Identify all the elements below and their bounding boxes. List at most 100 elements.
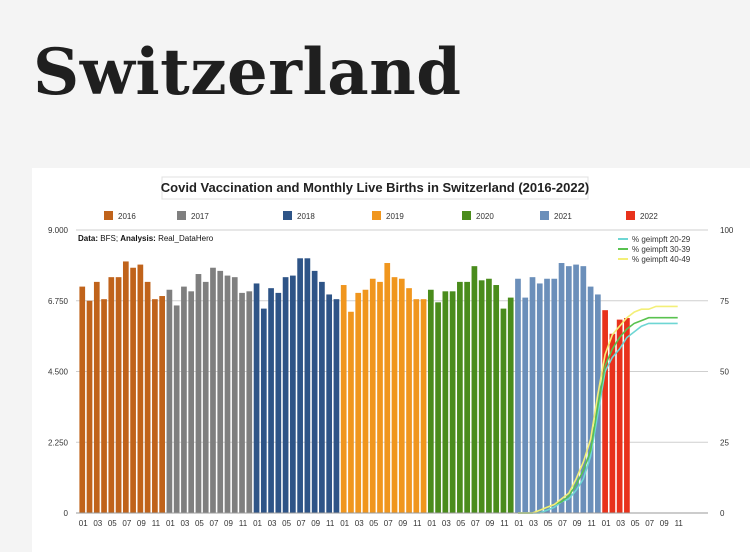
bar-2016 <box>108 277 115 513</box>
x-tick-label: 03 <box>93 519 102 528</box>
x-tick-label: 11 <box>152 519 161 528</box>
legend-label-2022: 2022 <box>640 212 658 221</box>
bar-2022 <box>624 318 630 513</box>
legend-label-2019: 2019 <box>386 212 404 221</box>
bar-2019 <box>340 285 347 513</box>
x-tick-label: 03 <box>616 519 625 528</box>
bar-2019 <box>369 278 376 513</box>
bar-2018 <box>297 258 303 513</box>
bar-2019 <box>413 299 420 513</box>
x-tick-label: 01 <box>602 519 611 528</box>
x-tick-label: 01 <box>166 519 175 528</box>
bar-2016 <box>144 281 151 513</box>
x-tick-label: 07 <box>297 519 306 528</box>
x-tick-label: 11 <box>326 519 335 528</box>
x-tick-label: 01 <box>515 519 524 528</box>
bar-2017 <box>246 291 253 513</box>
bar-2020 <box>471 266 478 513</box>
legend-swatch-2020 <box>462 211 471 220</box>
x-tick-label: 05 <box>282 519 291 528</box>
bar-2020 <box>464 281 470 513</box>
bar-2019 <box>355 292 362 513</box>
bar-2017 <box>195 274 202 513</box>
bar-2020 <box>442 291 449 513</box>
bar-2022 <box>616 319 623 513</box>
chart-panel: Covid Vaccination and Monthly Live Birth… <box>32 168 750 552</box>
bar-2021 <box>558 263 565 513</box>
bar-2020 <box>493 285 500 513</box>
vaccination-lines <box>518 305 678 514</box>
bar-2022 <box>602 310 608 513</box>
bar-2019 <box>348 311 354 513</box>
legend-label-2017: 2017 <box>191 212 209 221</box>
bar-2016 <box>79 286 86 513</box>
bar-2021 <box>565 266 572 513</box>
bar-2017 <box>224 275 231 513</box>
legend-swatch-2022 <box>626 211 635 220</box>
bar-2017 <box>210 267 216 513</box>
x-tick-label: 03 <box>529 519 538 528</box>
bar-2018 <box>260 308 267 513</box>
bar-2019 <box>362 289 369 513</box>
bars <box>79 258 630 513</box>
bar-2020 <box>486 278 492 513</box>
y-right-tick-label: 50 <box>720 368 729 377</box>
legend-label-2018: 2018 <box>297 212 315 221</box>
bar-2018 <box>290 275 296 513</box>
legend-swatch-2018 <box>283 211 292 220</box>
bar-2016 <box>122 261 129 513</box>
x-tick-label: 11 <box>500 519 509 528</box>
x-tick-label: 07 <box>645 519 654 528</box>
line-legend-label: % geimpft 20-29 <box>632 235 691 244</box>
legend-label-2020: 2020 <box>476 212 494 221</box>
x-tick-label: 07 <box>122 519 131 528</box>
bar-2018 <box>275 292 282 513</box>
x-tick-label: 11 <box>413 519 422 528</box>
bar-2020 <box>500 308 507 513</box>
x-tick-label: 09 <box>398 519 407 528</box>
bar-2017 <box>231 277 238 513</box>
bar-2019 <box>420 299 427 513</box>
bar-2021 <box>580 266 587 513</box>
bar-2022 <box>609 333 616 513</box>
bar-2018 <box>326 294 333 513</box>
x-tick-label: 03 <box>442 519 451 528</box>
line-legend-label: % geimpft 30-39 <box>632 245 691 254</box>
bar-2018 <box>268 288 274 513</box>
bar-2017 <box>188 291 195 513</box>
x-tick-label: 11 <box>675 519 684 528</box>
legend-swatch-2019 <box>372 211 381 220</box>
bar-2021 <box>529 277 536 513</box>
x-tick-label: 05 <box>631 519 640 528</box>
y-left-tick-label: 9.000 <box>48 226 69 235</box>
x-tick-label: 09 <box>311 519 320 528</box>
bar-2018 <box>282 277 289 513</box>
x-tick-label: 07 <box>384 519 393 528</box>
bar-2016 <box>130 267 136 513</box>
y-right-tick-label: 75 <box>720 297 729 306</box>
line-legend-label: % geimpft 40-49 <box>632 255 691 264</box>
x-tick-label: 03 <box>268 519 277 528</box>
bar-2018 <box>311 270 318 513</box>
bar-2017 <box>239 292 245 513</box>
x-tick-label: 07 <box>471 519 480 528</box>
y-left-tick-label: 6.750 <box>48 297 69 306</box>
bar-2019 <box>398 278 405 513</box>
x-tick-label: 05 <box>544 519 553 528</box>
x-tick-label: 09 <box>485 519 494 528</box>
x-tick-label: 03 <box>180 519 189 528</box>
bar-2017 <box>217 270 224 513</box>
bar-2021 <box>522 297 529 513</box>
bar-2020 <box>435 302 441 513</box>
y-right-tick-label: 0 <box>720 509 725 518</box>
bar-2019 <box>391 277 398 513</box>
line--geimpft-40-49 <box>518 305 678 514</box>
legend: 2016 2017 2018 2019 2020 2021 2022 <box>104 211 658 221</box>
source-note: Data: BFS; Analysis: Real_DataHero <box>78 234 214 243</box>
bar-2018 <box>319 281 325 513</box>
bar-2021 <box>544 278 550 513</box>
x-tick-label: 01 <box>340 519 349 528</box>
bar-2018 <box>253 283 260 513</box>
bar-2017 <box>181 286 187 513</box>
line-legend: % geimpft 20-29% geimpft 30-39% geimpft … <box>618 235 691 264</box>
